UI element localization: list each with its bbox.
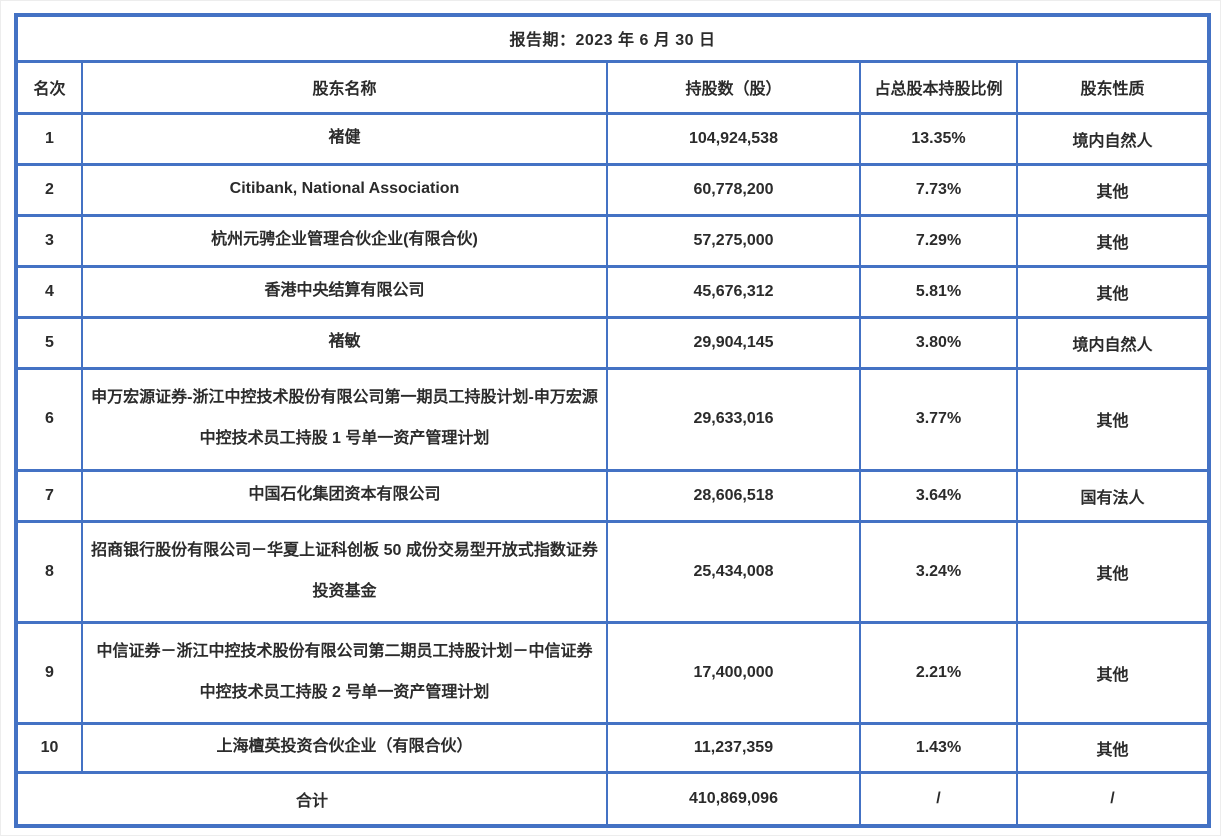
cell-percentage: 3.64% — [859, 468, 1018, 523]
cell-nature: 其他 — [1016, 162, 1210, 217]
cell-rank: 8 — [15, 519, 83, 624]
cell-nature: 其他 — [1016, 519, 1210, 624]
cell-rank: 9 — [15, 620, 83, 725]
cell-shares: 57,275,000 — [606, 213, 861, 268]
total-label: 合计 — [15, 770, 608, 828]
col-header-nature: 股东性质 — [1016, 59, 1210, 115]
table-row: 4 香港中央结算有限公司 45,676,312 5.81% 其他 — [15, 264, 1210, 319]
table-row: 1 褚健 104,924,538 13.35% 境内自然人 — [15, 111, 1210, 166]
cell-rank: 1 — [15, 111, 83, 166]
cell-shares: 60,778,200 — [606, 162, 861, 217]
cell-nature: 其他 — [1016, 721, 1210, 774]
total-percentage: / — [859, 770, 1018, 828]
cell-shares: 29,904,145 — [606, 315, 861, 370]
cell-nature: 境内自然人 — [1016, 111, 1210, 166]
cell-percentage: 3.24% — [859, 519, 1018, 624]
col-header-percentage: 占总股本持股比例 — [859, 59, 1018, 115]
cell-shares: 25,434,008 — [606, 519, 861, 624]
report-period-title: 报告期：2023 年 6 月 30 日 — [15, 13, 1210, 63]
col-header-shares: 持股数（股） — [606, 59, 861, 115]
cell-shareholder-name: 香港中央结算有限公司 — [81, 264, 608, 319]
table-row: 9 中信证券－浙江中控技术股份有限公司第二期员工持股计划－中信证券中控技术员工持… — [15, 620, 1210, 725]
cell-shares: 45,676,312 — [606, 264, 861, 319]
shareholders-table: 报告期：2023 年 6 月 30 日 名次 股东名称 持股数（股） 占总股本持… — [14, 13, 1211, 828]
cell-shareholder-name: 申万宏源证券-浙江中控技术股份有限公司第一期员工持股计划-申万宏源中控技术员工持… — [81, 366, 608, 472]
cell-rank: 10 — [15, 721, 83, 774]
cell-percentage: 13.35% — [859, 111, 1018, 166]
col-header-rank: 名次 — [15, 59, 83, 115]
cell-shareholder-name: 中国石化集团资本有限公司 — [81, 468, 608, 523]
cell-shareholder-name: 上海檀英投资合伙企业（有限合伙） — [81, 721, 608, 774]
cell-rank: 7 — [15, 468, 83, 523]
cell-percentage: 5.81% — [859, 264, 1018, 319]
cell-shareholder-name: 招商银行股份有限公司－华夏上证科创板 50 成份交易型开放式指数证券投资基金 — [81, 519, 608, 624]
cell-shareholder-name: Citibank, National Association — [81, 162, 608, 217]
cell-shareholder-name: 中信证券－浙江中控技术股份有限公司第二期员工持股计划－中信证券中控技术员工持股 … — [81, 620, 608, 725]
table-row: 8 招商银行股份有限公司－华夏上证科创板 50 成份交易型开放式指数证券投资基金… — [15, 519, 1210, 624]
table-row: 10 上海檀英投资合伙企业（有限合伙） 11,237,359 1.43% 其他 — [15, 721, 1210, 774]
cell-nature: 其他 — [1016, 366, 1210, 472]
cell-rank: 5 — [15, 315, 83, 370]
cell-rank: 6 — [15, 366, 83, 472]
cell-shares: 17,400,000 — [606, 620, 861, 725]
table-row: 7 中国石化集团资本有限公司 28,606,518 3.64% 国有法人 — [15, 468, 1210, 523]
cell-nature: 其他 — [1016, 620, 1210, 725]
cell-shareholder-name: 褚敏 — [81, 315, 608, 370]
total-row: 合计 410,869,096 / / — [15, 770, 1210, 828]
report-period-row: 报告期：2023 年 6 月 30 日 — [15, 13, 1210, 63]
table-row: 6 申万宏源证券-浙江中控技术股份有限公司第一期员工持股计划-申万宏源中控技术员… — [15, 366, 1210, 472]
cell-percentage: 7.29% — [859, 213, 1018, 268]
cell-rank: 4 — [15, 264, 83, 319]
cell-rank: 3 — [15, 213, 83, 268]
cell-shares: 29,633,016 — [606, 366, 861, 472]
cell-percentage: 7.73% — [859, 162, 1018, 217]
total-shares: 410,869,096 — [606, 770, 861, 828]
cell-percentage: 1.43% — [859, 721, 1018, 774]
cell-shares: 104,924,538 — [606, 111, 861, 166]
total-nature: / — [1016, 770, 1210, 828]
cell-nature: 其他 — [1016, 264, 1210, 319]
cell-nature: 其他 — [1016, 213, 1210, 268]
column-header-row: 名次 股东名称 持股数（股） 占总股本持股比例 股东性质 — [15, 59, 1210, 115]
table-row: 5 褚敏 29,904,145 3.80% 境内自然人 — [15, 315, 1210, 370]
cell-percentage: 3.80% — [859, 315, 1018, 370]
cell-nature: 境内自然人 — [1016, 315, 1210, 370]
cell-shares: 28,606,518 — [606, 468, 861, 523]
table-row: 3 杭州元骋企业管理合伙企业(有限合伙) 57,275,000 7.29% 其他 — [15, 213, 1210, 268]
table-row: 2 Citibank, National Association 60,778,… — [15, 162, 1210, 217]
cell-shareholder-name: 杭州元骋企业管理合伙企业(有限合伙) — [81, 213, 608, 268]
cell-shares: 11,237,359 — [606, 721, 861, 774]
cell-percentage: 3.77% — [859, 366, 1018, 472]
cell-shareholder-name: 褚健 — [81, 111, 608, 166]
cell-rank: 2 — [15, 162, 83, 217]
cell-nature: 国有法人 — [1016, 468, 1210, 523]
col-header-shareholder-name: 股东名称 — [81, 59, 608, 115]
cell-percentage: 2.21% — [859, 620, 1018, 725]
